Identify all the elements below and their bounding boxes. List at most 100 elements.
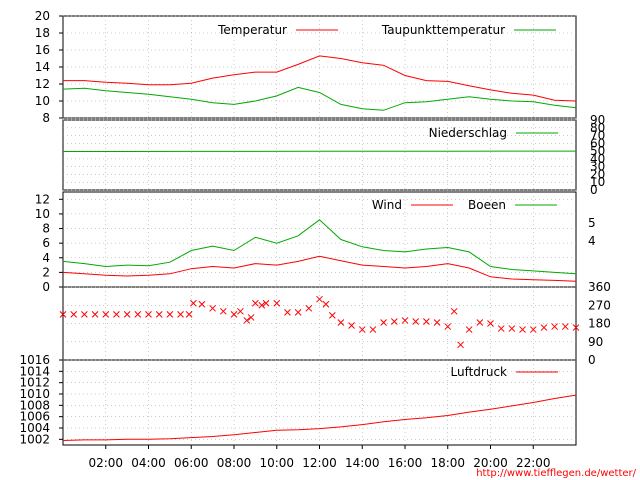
direction-point: [487, 320, 494, 327]
x-tick-label: 14:00: [345, 456, 380, 470]
direction-point: [444, 323, 452, 330]
direction-point: [465, 326, 473, 333]
direction-point: [284, 308, 291, 316]
temperatur-line: [63, 55, 577, 102]
right-tick-label: 4: [588, 234, 596, 248]
direction-point: [457, 341, 464, 349]
boeen-line: [62, 219, 577, 275]
right-tick-label: 60: [590, 136, 605, 150]
x-tick-label: 16:00: [388, 456, 423, 470]
x-tick-label: 04:00: [131, 456, 166, 470]
legend-label: Boeen: [468, 198, 506, 212]
right-tick-label: 40: [590, 152, 605, 166]
right-tick-label: 270: [588, 298, 611, 312]
direction-point: [551, 323, 558, 330]
right-tick-label: 30: [590, 160, 605, 174]
right-tick-label: 20: [590, 167, 605, 181]
direction-point: [561, 323, 569, 330]
direction-point: [337, 319, 345, 326]
legend-label: Wind: [372, 198, 402, 212]
direction-point: [237, 307, 244, 315]
x-tick-label: 06:00: [174, 456, 209, 470]
direction-point: [247, 314, 255, 321]
y-tick-label: 1006: [19, 410, 50, 424]
y-tick-label: 4: [42, 251, 50, 265]
direction-point: [497, 325, 505, 332]
legend-label: Temperatur: [217, 23, 287, 37]
direction-point: [59, 311, 67, 318]
y-tick-label: 2: [42, 265, 50, 279]
y-tick-label: 1012: [19, 376, 50, 390]
y-tick-label: 10: [35, 207, 50, 221]
right-tick-label: 180: [588, 317, 611, 331]
direction-point: [91, 311, 99, 318]
direction-point: [348, 322, 355, 329]
y-tick-label: 12: [35, 77, 50, 91]
direction-point: [273, 299, 281, 307]
right-tick-label: 0: [588, 353, 596, 367]
direction-point: [423, 318, 430, 325]
direction-point: [305, 304, 313, 312]
direction-point: [380, 319, 387, 326]
direction-point: [113, 311, 120, 318]
right-tick-label: 5: [588, 216, 596, 230]
direction-point: [81, 311, 88, 318]
x-tick-label: 08:00: [217, 456, 252, 470]
direction-point: [476, 319, 484, 326]
direction-point: [328, 312, 336, 319]
direction-point: [358, 326, 366, 333]
y-tick-label: 14: [35, 60, 50, 74]
direction-point: [134, 311, 142, 318]
right-tick-label: 90: [588, 335, 603, 349]
direction-point: [508, 325, 516, 332]
right-tick-label: 0: [590, 183, 598, 197]
taupunkttemperatur-line: [62, 86, 577, 111]
direction-point: [540, 324, 548, 331]
direction-point: [401, 317, 409, 324]
direction-point: [390, 318, 398, 325]
direction-point: [316, 295, 323, 303]
direction-point: [177, 311, 184, 318]
x-tick-label: 02:00: [88, 456, 123, 470]
direction-point: [258, 301, 266, 309]
y-tick-label: 1002: [19, 432, 50, 446]
direction-point: [243, 317, 251, 324]
direction-point: [209, 304, 216, 312]
legend-label: Taupunkttemperatur: [381, 23, 505, 37]
direction-point: [529, 326, 537, 333]
direction-point: [412, 318, 420, 325]
y-tick-label: 1010: [19, 387, 50, 401]
y-tick-label: 20: [35, 9, 50, 23]
wind-line: [62, 255, 577, 282]
y-tick-label: 0: [42, 280, 50, 294]
y-tick-label: 1004: [19, 421, 50, 435]
direction-point: [190, 299, 197, 307]
y-tick-label: 1016: [19, 353, 50, 367]
direction-point: [519, 326, 526, 333]
direction-point: [572, 324, 580, 331]
right-tick-label: 80: [590, 121, 605, 135]
y-tick-label: 8: [42, 111, 50, 125]
direction-point: [166, 311, 174, 318]
direction-point: [155, 311, 163, 318]
luftdruck-line: [62, 394, 577, 441]
direction-point: [185, 311, 193, 318]
direction-point: [102, 311, 110, 318]
right-tick-label: 50: [590, 144, 605, 158]
y-tick-label: 12: [35, 192, 50, 206]
right-tick-label: 10: [590, 175, 605, 189]
direction-point: [198, 300, 206, 308]
direction-point: [219, 307, 227, 315]
x-tick-label: 20:00: [473, 456, 508, 470]
direction-point: [433, 319, 441, 326]
direction-point: [70, 311, 78, 318]
direction-point: [369, 326, 377, 333]
credit-url: http://www.tiefflegen.de/wetter/: [476, 468, 636, 479]
y-tick-label: 1014: [19, 364, 50, 378]
direction-point: [145, 311, 152, 318]
direction-point: [294, 308, 302, 316]
direction-point: [230, 311, 238, 318]
y-tick-label: 10: [35, 94, 50, 108]
direction-point: [252, 299, 259, 307]
